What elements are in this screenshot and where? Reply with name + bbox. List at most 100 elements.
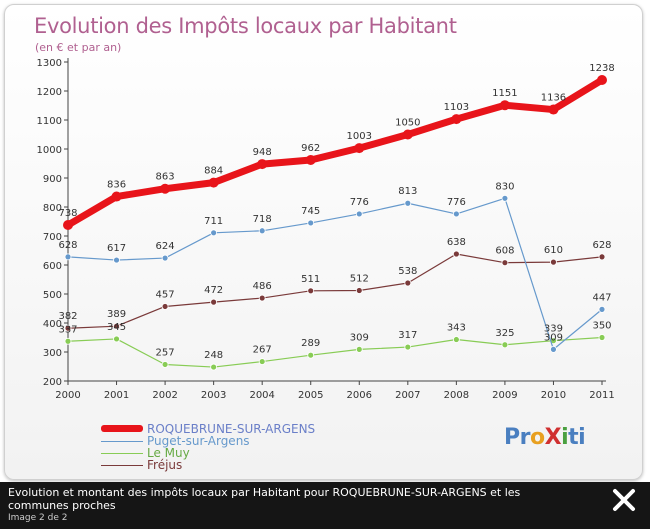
data-label: 267 bbox=[253, 345, 272, 356]
caption-text: Evolution et montant des impôts locaux p… bbox=[8, 486, 521, 512]
data-point bbox=[307, 351, 315, 359]
data-point bbox=[404, 279, 412, 287]
data-label: 813 bbox=[398, 186, 417, 197]
x-tick-label: 2006 bbox=[347, 390, 372, 401]
logo-part: ti bbox=[568, 425, 586, 450]
y-tick-label: 1300 bbox=[37, 58, 62, 69]
chart-title: Evolution des Impôts locaux par Habitant bbox=[34, 14, 457, 38]
data-point bbox=[208, 177, 219, 188]
x-tick-label: 2011 bbox=[589, 390, 614, 401]
data-label: 1151 bbox=[492, 88, 517, 99]
y-tick-label: 700 bbox=[43, 232, 62, 243]
data-point bbox=[548, 104, 559, 115]
data-label: 382 bbox=[58, 311, 77, 322]
data-point bbox=[404, 199, 412, 207]
data-label: 776 bbox=[447, 197, 466, 208]
data-label: 1136 bbox=[541, 93, 566, 104]
chart-subtitle: (en € et par an) bbox=[35, 41, 122, 54]
data-point bbox=[598, 305, 606, 313]
data-label: 257 bbox=[156, 347, 175, 358]
data-label: 350 bbox=[592, 321, 611, 332]
data-point bbox=[355, 210, 363, 218]
data-label: 738 bbox=[58, 208, 77, 219]
data-label: 884 bbox=[204, 166, 223, 177]
data-point bbox=[63, 219, 73, 230]
data-point bbox=[258, 294, 266, 302]
data-label: 337 bbox=[58, 324, 77, 335]
data-label: 1238 bbox=[589, 63, 614, 74]
series-le-muy-line bbox=[67, 336, 603, 368]
close-icon[interactable] bbox=[611, 487, 637, 513]
data-point bbox=[161, 361, 169, 368]
data-point bbox=[210, 298, 218, 306]
x-tick-label: 2007 bbox=[395, 390, 420, 401]
data-label: 343 bbox=[447, 323, 466, 334]
data-point bbox=[501, 259, 509, 267]
data-label: 836 bbox=[107, 180, 126, 191]
data-label: 1050 bbox=[395, 118, 420, 129]
data-point bbox=[501, 341, 509, 349]
y-tick-label: 1000 bbox=[37, 145, 62, 156]
data-point bbox=[307, 287, 315, 295]
data-point bbox=[161, 254, 169, 262]
data-point bbox=[111, 191, 122, 202]
y-tick-label: 900 bbox=[43, 174, 62, 185]
data-point bbox=[452, 250, 460, 258]
chart-panel: 200 300 400 500 600 700 800 900 1000 1100 1200 1300… bbox=[4, 4, 643, 480]
caption-bar: Evolution et montant des impôts locaux p… bbox=[0, 482, 650, 529]
proxiti-logo: ProXiti bbox=[504, 425, 586, 450]
data-label: 628 bbox=[592, 240, 611, 251]
data-label: 718 bbox=[253, 214, 272, 225]
x-tick-label: 2002 bbox=[152, 390, 177, 401]
data-label: 511 bbox=[301, 274, 320, 285]
data-point bbox=[354, 143, 365, 154]
data-label: 289 bbox=[301, 338, 320, 349]
image-counter: Image 2 de 2 bbox=[8, 513, 68, 523]
data-point bbox=[404, 343, 412, 351]
data-point bbox=[258, 358, 266, 365]
x-tick-label: 2010 bbox=[541, 390, 566, 401]
data-point bbox=[355, 287, 363, 294]
data-label: 339 bbox=[544, 324, 563, 335]
data-point bbox=[113, 256, 120, 264]
data-label: 538 bbox=[398, 266, 417, 277]
data-label: 472 bbox=[204, 285, 223, 296]
x-tick-label: 2009 bbox=[492, 390, 517, 401]
logo-part: i bbox=[561, 425, 569, 450]
y-tick-label: 1100 bbox=[37, 116, 62, 127]
data-point bbox=[598, 253, 606, 261]
data-point bbox=[161, 303, 169, 310]
data-point bbox=[307, 219, 315, 227]
data-label: 608 bbox=[495, 246, 514, 257]
data-label: 486 bbox=[253, 281, 272, 292]
data-label: 1103 bbox=[444, 102, 469, 113]
data-label: 309 bbox=[544, 332, 563, 343]
logo-part: Pr bbox=[504, 425, 530, 450]
x-tick-label: 2001 bbox=[104, 390, 129, 401]
data-label: 863 bbox=[156, 172, 175, 183]
y-tick-label: 400 bbox=[43, 319, 62, 330]
logo-part: o bbox=[529, 425, 545, 450]
data-label: 309 bbox=[350, 332, 369, 343]
data-point bbox=[598, 334, 606, 341]
data-label: 610 bbox=[544, 245, 563, 256]
data-label: 512 bbox=[350, 274, 369, 285]
data-label: 389 bbox=[107, 309, 126, 320]
data-point bbox=[550, 345, 557, 353]
data-point bbox=[355, 345, 363, 353]
data-label: 711 bbox=[204, 216, 223, 227]
legend-label: Puget-sur-Argens bbox=[147, 434, 250, 448]
data-point bbox=[210, 363, 218, 371]
data-point bbox=[258, 227, 266, 235]
data-label: 830 bbox=[495, 181, 514, 192]
data-point bbox=[113, 322, 120, 330]
data-point bbox=[305, 155, 316, 166]
data-label: 447 bbox=[592, 292, 611, 303]
data-label: 624 bbox=[156, 241, 175, 252]
data-label: 457 bbox=[156, 289, 175, 300]
data-point bbox=[210, 229, 218, 237]
data-point bbox=[64, 337, 72, 345]
data-point bbox=[452, 336, 460, 343]
data-point bbox=[257, 159, 268, 170]
data-point bbox=[499, 100, 510, 111]
